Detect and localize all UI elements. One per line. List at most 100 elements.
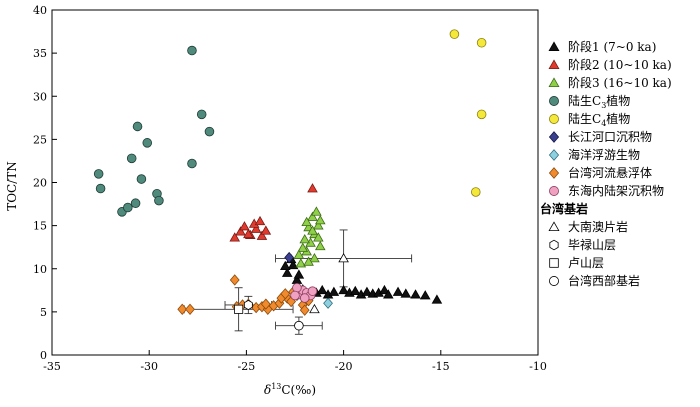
data-point (187, 158, 197, 169)
legend-marker (548, 221, 560, 232)
data-point (299, 304, 310, 316)
legend-marker (548, 59, 560, 69)
y-tick-label: 0 (40, 349, 47, 362)
x-tick-label: -20 (335, 360, 353, 373)
data-point (185, 303, 195, 315)
x-tick-label: -25 (238, 360, 256, 373)
legend-label: 阶段2 (10~10 ka) (568, 57, 672, 72)
data-point (379, 284, 390, 295)
data-point (293, 249, 305, 259)
legend-marker (548, 41, 560, 51)
plot-border (51, 9, 539, 356)
data-point (177, 303, 188, 315)
legend-label: 东海内陆架沉积物 (568, 183, 664, 198)
y-tick-label: 5 (40, 306, 47, 319)
data-point (295, 258, 307, 268)
x-tick-label: -10 (529, 360, 547, 373)
y-tick-label: 25 (33, 133, 47, 146)
data-point (471, 187, 481, 197)
data-point (307, 211, 318, 221)
data-point (235, 226, 246, 236)
x-tick-label: -15 (432, 360, 450, 373)
data-point (250, 223, 262, 233)
plot-frame (51, 9, 539, 356)
data-point (260, 225, 272, 235)
y-tick-label: 40 (33, 4, 47, 17)
data-point (290, 290, 300, 301)
legend-label: 毕禄山层 (568, 237, 616, 252)
legend-marker (549, 114, 559, 124)
legend-marker (549, 239, 559, 251)
data-point (93, 169, 104, 179)
legend-label: 大南澳片岩 (568, 219, 628, 234)
legend-label: 台湾河流悬浮体 (568, 165, 652, 180)
data-point (126, 153, 137, 164)
data-point (316, 284, 328, 295)
data-point (281, 267, 293, 277)
data-point (280, 288, 291, 300)
data-point (260, 298, 271, 310)
y-tick-label: 35 (33, 47, 47, 60)
data-point (229, 274, 240, 286)
data-point (314, 240, 326, 251)
data-point (309, 303, 320, 314)
data-point (229, 232, 241, 242)
data-point (476, 109, 487, 120)
data-point (154, 195, 164, 206)
data-point (313, 232, 324, 242)
legend-group-title: 台湾基岩 (540, 201, 588, 216)
legend-label: 卢山层 (568, 255, 604, 270)
data-point (307, 286, 318, 296)
data-point (279, 260, 291, 271)
y-tick-label: 15 (33, 220, 47, 233)
legend-label: 台湾西部基岩 (568, 273, 640, 288)
data-point (299, 293, 310, 303)
legend-label: 阶段1 (7~0 ka) (568, 39, 656, 54)
data-point (243, 228, 254, 239)
data-point (123, 202, 133, 213)
legend-marker (548, 77, 560, 87)
data-point (307, 183, 318, 193)
data-point (313, 220, 324, 230)
data-point (419, 290, 431, 300)
legend-label: 长江河口沉积物 (568, 130, 652, 144)
data-points (93, 29, 487, 331)
data-point (431, 294, 443, 304)
x-tick-label: -30 (140, 360, 158, 373)
y-axis-title: TOC/TN (5, 161, 19, 211)
data-point (311, 206, 322, 216)
data-point (196, 109, 207, 120)
legend-label: 陆生C4植物 (568, 111, 630, 128)
legend-marker (548, 149, 560, 161)
y-tick-label: 30 (33, 90, 47, 103)
legend-marker (549, 276, 559, 286)
data-point (303, 256, 314, 266)
data-point (293, 269, 305, 279)
data-point (309, 252, 320, 263)
axis-ticks: -35 -30 -25 -20 -15 -10 0 5 10 15 20 25 30 35 40 (33, 4, 547, 373)
data-point (132, 121, 143, 132)
data-point (142, 138, 153, 148)
data-point (307, 225, 318, 235)
x-tick-label: -35 (43, 360, 61, 373)
legend-marker (549, 258, 559, 268)
data-point (204, 126, 215, 137)
legend-marker (548, 131, 560, 143)
data-point (130, 198, 141, 208)
y-tick-label: 10 (33, 263, 47, 276)
data-point (284, 251, 295, 264)
x-axis-title: δ13C(‰) (264, 382, 316, 397)
data-point (294, 320, 304, 331)
legend-marker (549, 96, 559, 106)
data-point (449, 29, 460, 39)
legend-label: 阶段3 (16~10 ka) (568, 75, 672, 90)
legend-marker (548, 167, 560, 179)
data-point (410, 289, 421, 299)
data-point (95, 183, 106, 194)
data-point (292, 282, 302, 293)
data-point (297, 242, 309, 252)
data-point (301, 216, 312, 227)
data-point (338, 284, 349, 295)
data-point (136, 174, 147, 184)
legend-label: 陆生C3植物 (568, 93, 630, 110)
